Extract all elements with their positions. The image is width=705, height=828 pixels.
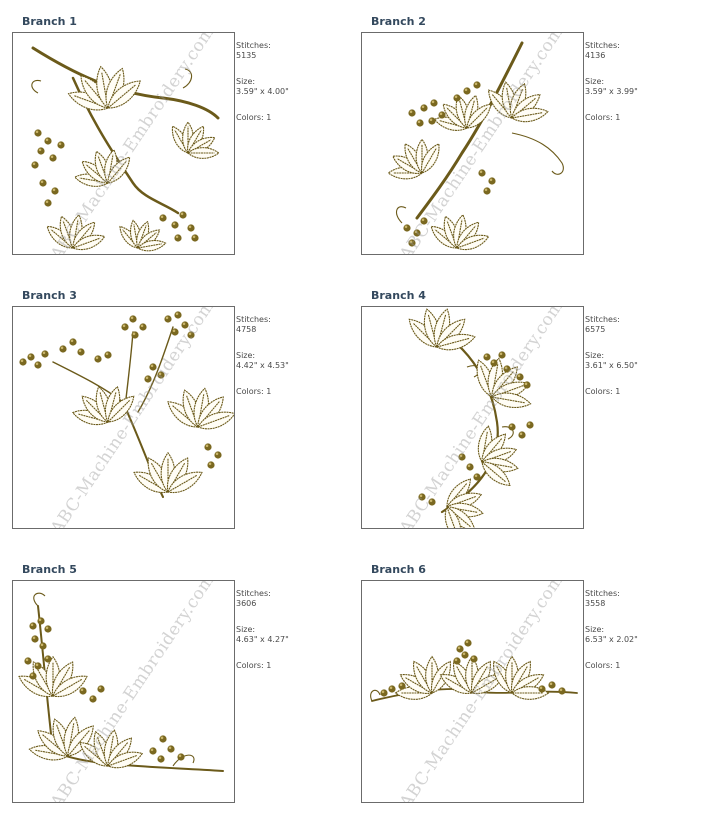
design-title: Branch 6 [371, 563, 426, 576]
colors-text: Colors: 1 [236, 661, 272, 670]
stitches-value: 6575 [585, 325, 606, 334]
size-value: 3.59" x 3.99" [585, 87, 638, 96]
stitches-label: Stitches: [585, 589, 620, 598]
design-preview-image[interactable]: ABC-Machine-Embroidery.com [12, 306, 235, 529]
design-card-branch-4: Branch 4 ABC-Machine-Embroidery.com Stit… [361, 289, 701, 554]
embroidery-branch-icon [18, 592, 224, 772]
embroidery-branch-icon [370, 639, 578, 702]
embroidery-branch-icon [19, 311, 234, 498]
design-title: Branch 5 [22, 563, 77, 576]
design-info: Stitches: 6575 Size: 3.61" x 6.50" Color… [585, 315, 695, 397]
design-info: Stitches: 5135 Size: 3.59" x 4.00" Color… [236, 41, 346, 123]
embroidery-branch-icon [408, 308, 534, 528]
design-card-branch-2: Branch 2 ABC-Machine-Embroidery.com Stit… [361, 15, 701, 280]
design-info: Stitches: 3558 Size: 6.53" x 2.02" Color… [585, 589, 695, 671]
stitches-label: Stitches: [236, 41, 271, 50]
stitches-label: Stitches: [585, 315, 620, 324]
stitches-value: 4136 [585, 51, 606, 60]
stitches-label: Stitches: [236, 589, 271, 598]
design-title: Branch 4 [371, 289, 426, 302]
size-value: 3.61" x 6.50" [585, 361, 638, 370]
design-card-branch-3: Branch 3 ABC-Machine-Embroidery.com Stit… [12, 289, 352, 554]
stitches-label: Stitches: [236, 315, 271, 324]
design-info: Stitches: 4758 Size: 4.42" x 4.53" Color… [236, 315, 346, 397]
size-label: Size: [236, 625, 256, 634]
design-preview-image[interactable]: ABC-Machine-Embroidery.com [361, 32, 584, 255]
stitches-label: Stitches: [585, 41, 620, 50]
colors-text: Colors: 1 [585, 113, 621, 122]
size-label: Size: [236, 351, 256, 360]
design-title: Branch 1 [22, 15, 77, 28]
size-label: Size: [585, 351, 605, 360]
size-label: Size: [585, 625, 605, 634]
colors-text: Colors: 1 [585, 387, 621, 396]
design-title: Branch 2 [371, 15, 426, 28]
size-value: 6.53" x 2.02" [585, 635, 638, 644]
design-preview-image[interactable]: ABC-Machine-Embroidery.com [12, 32, 235, 255]
size-label: Size: [236, 77, 256, 86]
design-card-branch-5: Branch 5 ABC-Machine-Embroidery.com Stit… [12, 563, 352, 828]
design-card-branch-1: Branch 1 ABC-Machine-Embroidery.com Stit… [12, 15, 352, 280]
design-info: Stitches: 4136 Size: 3.59" x 3.99" Color… [585, 41, 695, 123]
embroidery-branch-icon [31, 46, 220, 252]
size-value: 4.63" x 4.27" [236, 635, 289, 644]
design-card-branch-6: Branch 6 ABC-Machine-Embroidery.com Stit… [361, 563, 701, 828]
stitches-value: 3558 [585, 599, 606, 608]
design-preview-image[interactable]: ABC-Machine-Embroidery.com [12, 580, 235, 803]
colors-text: Colors: 1 [236, 113, 272, 122]
colors-text: Colors: 1 [585, 661, 621, 670]
design-info: Stitches: 3606 Size: 4.63" x 4.27" Color… [236, 589, 346, 671]
size-value: 4.42" x 4.53" [236, 361, 289, 370]
design-title: Branch 3 [22, 289, 77, 302]
size-label: Size: [585, 77, 605, 86]
design-preview-image[interactable]: ABC-Machine-Embroidery.com [361, 580, 584, 803]
embroidery-branch-icon [387, 41, 564, 251]
size-value: 3.59" x 4.00" [236, 87, 289, 96]
stitches-value: 4758 [236, 325, 257, 334]
design-preview-image[interactable]: ABC-Machine-Embroidery.com [361, 306, 584, 529]
stitches-value: 3606 [236, 599, 257, 608]
stitches-value: 5135 [236, 51, 257, 60]
colors-text: Colors: 1 [236, 387, 272, 396]
